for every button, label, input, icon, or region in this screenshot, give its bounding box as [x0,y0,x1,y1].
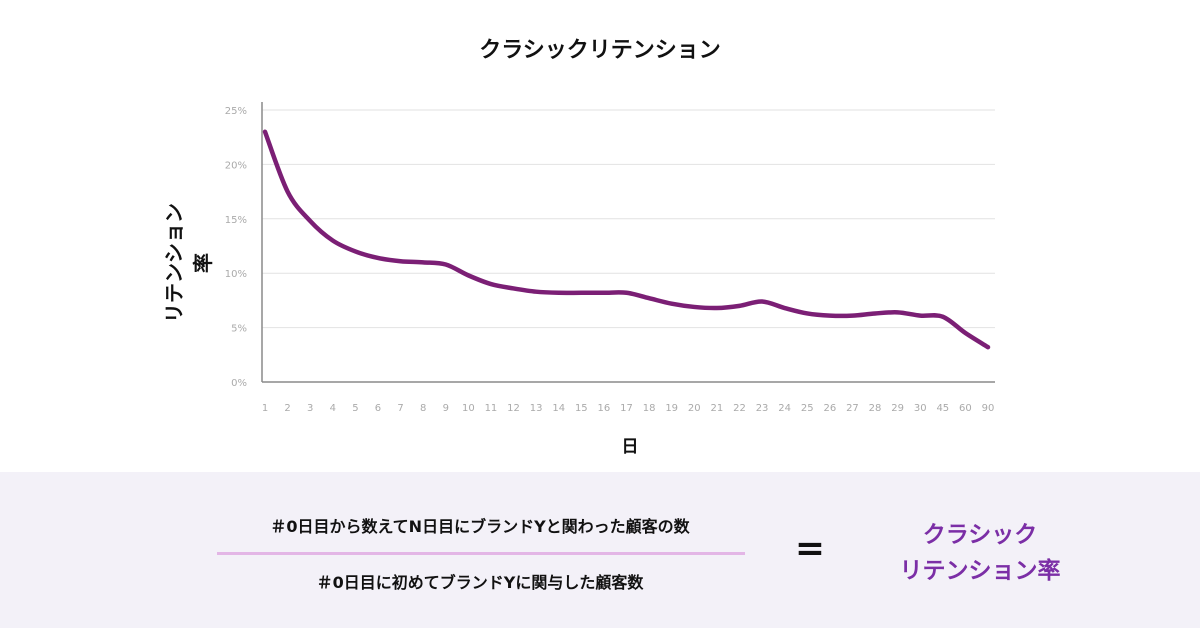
equals-sign: = [794,528,826,569]
x-tick-label: 26 [823,403,836,414]
x-tick-label: 28 [869,403,882,414]
x-tick-label: 21 [711,403,724,414]
formula-denominator: ＃0日目に初めてブランドYに関与した顧客数 [316,573,644,592]
x-tick-label: 12 [507,403,520,414]
x-tick-label: 18 [643,403,656,414]
x-tick-label: 60 [959,403,972,414]
x-tick-label: 23 [756,403,769,414]
x-tick-label: 4 [330,403,336,414]
x-tick-label: 17 [620,403,633,414]
x-tick-label: 13 [530,403,543,414]
formula-numerator: ＃0日目から数えてN日目にブランドYと関わった顧客の数 [270,517,690,536]
x-tick-label: 22 [733,403,746,414]
y-tick-label: 0% [231,378,247,389]
x-tick-label: 19 [665,403,678,414]
x-tick-label: 14 [552,403,565,414]
y-tick-label: 25% [225,106,247,117]
formula-result: クラシック リテンション率 [860,517,1100,589]
y-tick-label: 10% [225,269,247,280]
result-line-1: クラシック [922,522,1038,548]
result-line-2: リテンション率 [899,558,1061,584]
x-tick-label: 9 [443,403,449,414]
x-tick-label: 24 [778,403,791,414]
x-tick-label: 10 [462,403,475,414]
x-tick-label: 90 [982,403,995,414]
x-tick-label: 3 [307,403,313,414]
retention-series-line [262,129,991,350]
x-tick-label: 5 [352,403,358,414]
x-tick-label: 15 [575,403,588,414]
y-tick-label: 5% [231,324,247,335]
x-tick-label: 1 [262,403,268,414]
x-tick-label: 25 [801,403,814,414]
formula-band [0,472,1200,628]
fraction-line [217,552,745,555]
x-tick-label: 20 [688,403,701,414]
x-tick-label: 11 [485,403,498,414]
y-tick-label: 20% [225,160,247,171]
x-tick-label: 29 [891,403,904,414]
x-tick-label: 2 [284,403,290,414]
x-tick-label: 45 [936,403,949,414]
chart-title: クラシックリテンション [479,38,721,63]
x-axis-label: 日 [621,437,639,457]
x-tick-label: 16 [598,403,611,414]
retention-chart: 0%5%10%15%20%25%1 2 3 4 5 6 7 8 9 10 11 12 13 14 15 16 1… [225,102,995,414]
x-tick-label: 8 [420,403,426,414]
x-tick-label: 6 [375,403,381,414]
y-tick-label: 15% [225,215,247,226]
x-tick-label: 30 [914,403,927,414]
x-tick-label: 7 [397,403,403,414]
x-tick-label: 27 [846,403,859,414]
